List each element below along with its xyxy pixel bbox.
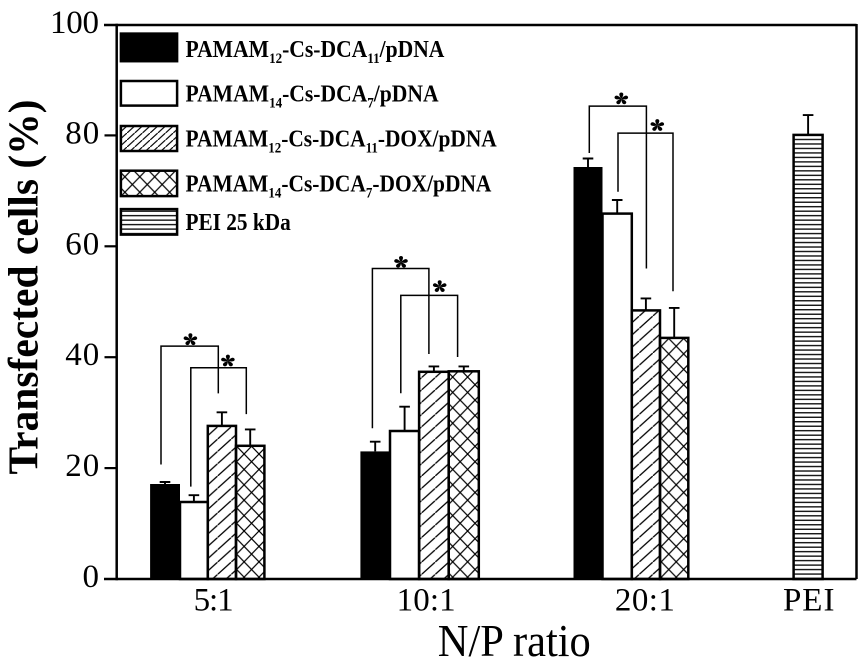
svg-text:20: 20 (65, 448, 99, 484)
svg-text:PEI 25 kDa: PEI 25 kDa (186, 209, 291, 235)
svg-text:40: 40 (65, 337, 99, 373)
svg-text:60: 60 (65, 226, 99, 262)
svg-text:N/P ratio: N/P ratio (438, 615, 591, 666)
svg-text:PAMAM12-Cs-DCA11/pDNA: PAMAM12-Cs-DCA11/pDNA (186, 36, 445, 66)
svg-text:10:1: 10:1 (397, 583, 456, 619)
svg-text:100: 100 (50, 5, 99, 41)
svg-text:PEI: PEI (783, 583, 835, 619)
svg-text:0: 0 (83, 559, 100, 595)
svg-text:80: 80 (65, 115, 99, 151)
svg-text:PAMAM14-Cs-DCA7-DOX/pDNA: PAMAM14-Cs-DCA7-DOX/pDNA (186, 170, 492, 200)
svg-text:PAMAM14-Cs-DCA7/pDNA: PAMAM14-Cs-DCA7/pDNA (186, 80, 440, 110)
svg-text:20:1: 20:1 (615, 583, 675, 619)
svg-text:PAMAM12-Cs-DCA11-DOX/pDNA: PAMAM12-Cs-DCA11-DOX/pDNA (186, 125, 498, 155)
svg-text:5:1: 5:1 (194, 583, 234, 619)
svg-text:Transfected cells (%): Transfected cells (%) (2, 100, 48, 475)
